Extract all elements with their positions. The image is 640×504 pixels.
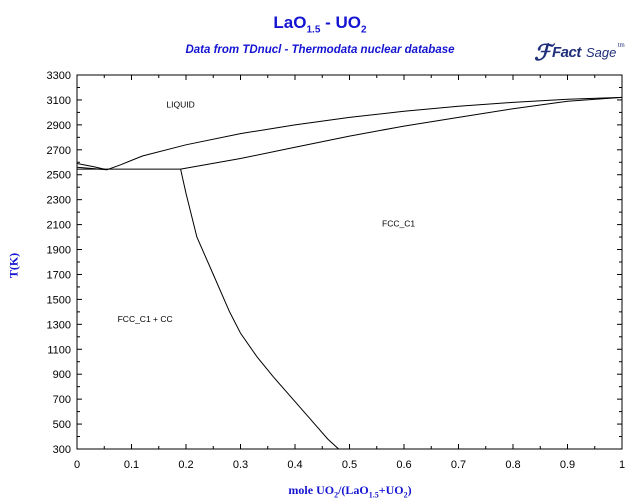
y-tick-label: 2900 bbox=[47, 120, 71, 132]
y-tick-label: 1900 bbox=[47, 245, 71, 257]
y-tick-label: 3100 bbox=[47, 95, 71, 107]
x-tick-label: 0.2 bbox=[178, 459, 193, 471]
y-tick-label: 1500 bbox=[47, 294, 71, 306]
y-tick-label: 3300 bbox=[47, 70, 71, 82]
y-tick-label: 700 bbox=[53, 394, 71, 406]
factsage-logo-mark-icon: ℱ bbox=[534, 40, 552, 66]
x-tick-label: 0.9 bbox=[560, 459, 575, 471]
x-tick-label: 1 bbox=[619, 459, 625, 471]
x-axis-label: mole UO2/(LaO1.5+UO2) bbox=[288, 483, 412, 500]
factsage-logo: ℱ Fact Sage tm bbox=[534, 40, 625, 66]
y-tick-label: 2500 bbox=[47, 170, 71, 182]
y-tick-label: 300 bbox=[53, 444, 71, 456]
region-label: LIQUID bbox=[166, 99, 194, 109]
y-tick-label: 500 bbox=[53, 419, 71, 431]
y-tick-label: 1300 bbox=[47, 319, 71, 331]
y-tick-label: 1700 bbox=[47, 269, 71, 281]
x-tick-label: 0.8 bbox=[505, 459, 520, 471]
x-tick-label: 0.7 bbox=[451, 459, 466, 471]
y-tick-label: 2100 bbox=[47, 220, 71, 232]
x-tick-label: 0 bbox=[74, 459, 80, 471]
y-tick-label: 900 bbox=[53, 369, 71, 381]
chart-subtitle: Data from TDnucl - Thermodata nuclear da… bbox=[185, 44, 455, 56]
x-tick-label: 0.6 bbox=[396, 459, 411, 471]
phase-boundary-5 bbox=[180, 168, 339, 450]
plot-frame bbox=[76, 74, 623, 450]
y-tick-label: 1100 bbox=[47, 344, 71, 356]
phase-boundary-2 bbox=[180, 96, 623, 170]
region-label: FCC_C1 + CC bbox=[118, 314, 173, 324]
x-tick-label: 0.3 bbox=[233, 459, 248, 471]
region-label: FCC_C1 bbox=[382, 218, 415, 228]
chart-title: LaO1.5 - UO2 bbox=[273, 13, 367, 36]
x-tick-label: 0.4 bbox=[287, 459, 302, 471]
x-tick-label: 0.5 bbox=[342, 459, 357, 471]
y-tick-label: 2300 bbox=[47, 195, 71, 207]
phase-boundary-1 bbox=[76, 96, 623, 171]
y-tick-label: 2700 bbox=[47, 145, 71, 157]
x-tick-label: 0.1 bbox=[124, 459, 139, 471]
